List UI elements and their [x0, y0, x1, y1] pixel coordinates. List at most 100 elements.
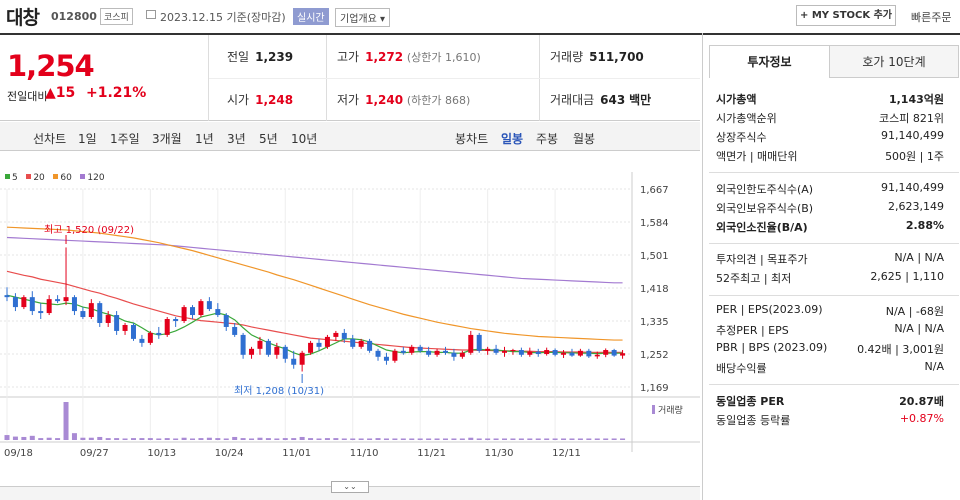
add-mystock-button[interactable]: + MY STOCK 추가 [796, 5, 896, 26]
stat-volume: 거래량 511,700 [550, 48, 644, 65]
volume-bar [510, 438, 516, 440]
invest-label: 시가총액순위 [716, 112, 777, 125]
volume-bar [417, 438, 423, 440]
stat-high: 고가 1,272 (상한가 1,610) [337, 48, 481, 65]
candle-body [12, 297, 18, 308]
candle-body [274, 346, 280, 355]
period-3m[interactable]: 3개월 [152, 132, 182, 146]
period-1y[interactable]: 1년 [195, 132, 214, 146]
candle-body [535, 351, 541, 354]
invest-value: 91,140,499 [881, 181, 944, 194]
invest-row: 동일업종 PER 20.87배 [716, 393, 944, 409]
candle-body [518, 350, 524, 355]
invest-value: N/A | N/A [894, 251, 944, 264]
tab-weekly[interactable]: 주봉 [536, 132, 559, 146]
volume-bar [282, 438, 288, 440]
x-tick-label: 11/21 [417, 448, 446, 459]
tab-invest-info[interactable]: 투자정보 [709, 45, 830, 78]
stat-value: 1,248 [255, 93, 294, 107]
candle-body [594, 354, 600, 357]
volume-bar [215, 438, 221, 440]
quick-order-link[interactable]: 빠른주문 [911, 11, 952, 24]
stat-low: 저가 1,240 (하한가 868) [337, 91, 470, 108]
period-10y[interactable]: 10년 [291, 132, 318, 146]
candle-body [611, 350, 617, 356]
invest-row: 시가총액 1,143억원 [716, 91, 944, 107]
invest-label: 동일업종 PER [716, 395, 785, 408]
company-info-label: 기업개요 [340, 14, 377, 25]
volume-bar [71, 433, 77, 440]
invest-row: 시가총액순위 코스피 821위 [716, 110, 944, 126]
candle-body [198, 301, 204, 316]
x-tick-label: 09/18 [4, 448, 33, 459]
volume-bar [147, 438, 153, 440]
invest-row: 투자의견 | 목표주가 N/A | N/A [716, 251, 944, 267]
candle-body [468, 334, 474, 353]
ma120-swatch [80, 174, 86, 179]
volume-bar [577, 438, 583, 440]
stat-amount: 거래대금 643 백만 [550, 91, 651, 108]
invest-label: 동일업종 등락률 [716, 414, 791, 427]
volume-bar [240, 438, 246, 440]
volume-bar [291, 438, 297, 440]
volume-bar [502, 438, 508, 440]
resize-handle[interactable]: ⌄⌄ [331, 481, 369, 493]
change-label: 전일대비 [7, 90, 48, 103]
volume-bar [12, 436, 18, 440]
volume-bar [586, 438, 592, 440]
header-divider [0, 33, 960, 35]
volume-bar [265, 438, 271, 440]
section-divider [709, 384, 959, 385]
invest-value: 20.87배 [899, 395, 944, 408]
tab-daily[interactable]: 일봉 [501, 132, 524, 146]
invest-value: 0.42배 | 3,001원 [857, 343, 944, 356]
volume-bar [274, 438, 280, 440]
legend-label: 120 [87, 173, 105, 183]
candle-body [485, 348, 491, 351]
company-info-dropdown[interactable]: 기업개요 ▾ [335, 8, 391, 27]
volume-bar [316, 438, 322, 440]
period-5y[interactable]: 5년 [259, 132, 278, 146]
volume-bar [190, 438, 196, 440]
stat-prev-close: 전일 1,239 [227, 48, 293, 65]
candle-body [299, 352, 305, 365]
candle-body [510, 350, 516, 352]
candle-body [493, 348, 499, 353]
period-3y[interactable]: 3년 [227, 132, 246, 146]
volume-bar [400, 438, 406, 440]
candle-body [586, 350, 592, 357]
right-tabs: 투자정보 호가 10단계 [709, 45, 959, 78]
volume-bar [130, 438, 136, 440]
invest-value: N/A | -68원 [885, 305, 944, 318]
candle-body [544, 350, 550, 354]
invest-row: 배당수익률 N/A [716, 360, 944, 376]
candle-body [417, 346, 423, 351]
period-1w[interactable]: 1주일 [110, 132, 140, 146]
volume-bar [375, 438, 381, 440]
invest-value: 코스피 821위 [879, 112, 944, 125]
volume-bar [198, 438, 204, 440]
candle-body [215, 309, 221, 316]
price-panel: 1,254 전일대비 ▲15 +1.21% [0, 35, 700, 121]
volume-bar [249, 438, 255, 440]
volume-bar [4, 435, 10, 440]
invest-value: 2,625 | 1,110 [870, 270, 944, 283]
period-1d[interactable]: 1일 [78, 132, 97, 146]
realtime-button[interactable]: 실시간 [293, 8, 329, 25]
tab-monthly[interactable]: 월봉 [573, 132, 596, 146]
x-tick-label: 11/30 [485, 448, 514, 459]
x-tick-label: 11/10 [350, 448, 379, 459]
tab-orderbook[interactable]: 호가 10단계 [829, 45, 959, 78]
volume-bar [206, 437, 212, 440]
calendar-icon [146, 10, 156, 19]
invest-value: 2.88% [905, 219, 944, 232]
stat-label: 저가 [337, 93, 360, 107]
candle-body [476, 334, 482, 351]
candle-body [502, 350, 508, 353]
volume-bar [299, 436, 305, 440]
candle-body [400, 350, 406, 353]
invest-label: 외국인한도주식수(A) [716, 183, 814, 196]
invest-row: 상장주식수 91,140,499 [716, 129, 944, 145]
stat-note: 백만 [629, 93, 652, 107]
price-chart[interactable]: 1,667 1,584 1,501 1,418 1,335 1,252 1,169 09/18… [0, 152, 700, 486]
